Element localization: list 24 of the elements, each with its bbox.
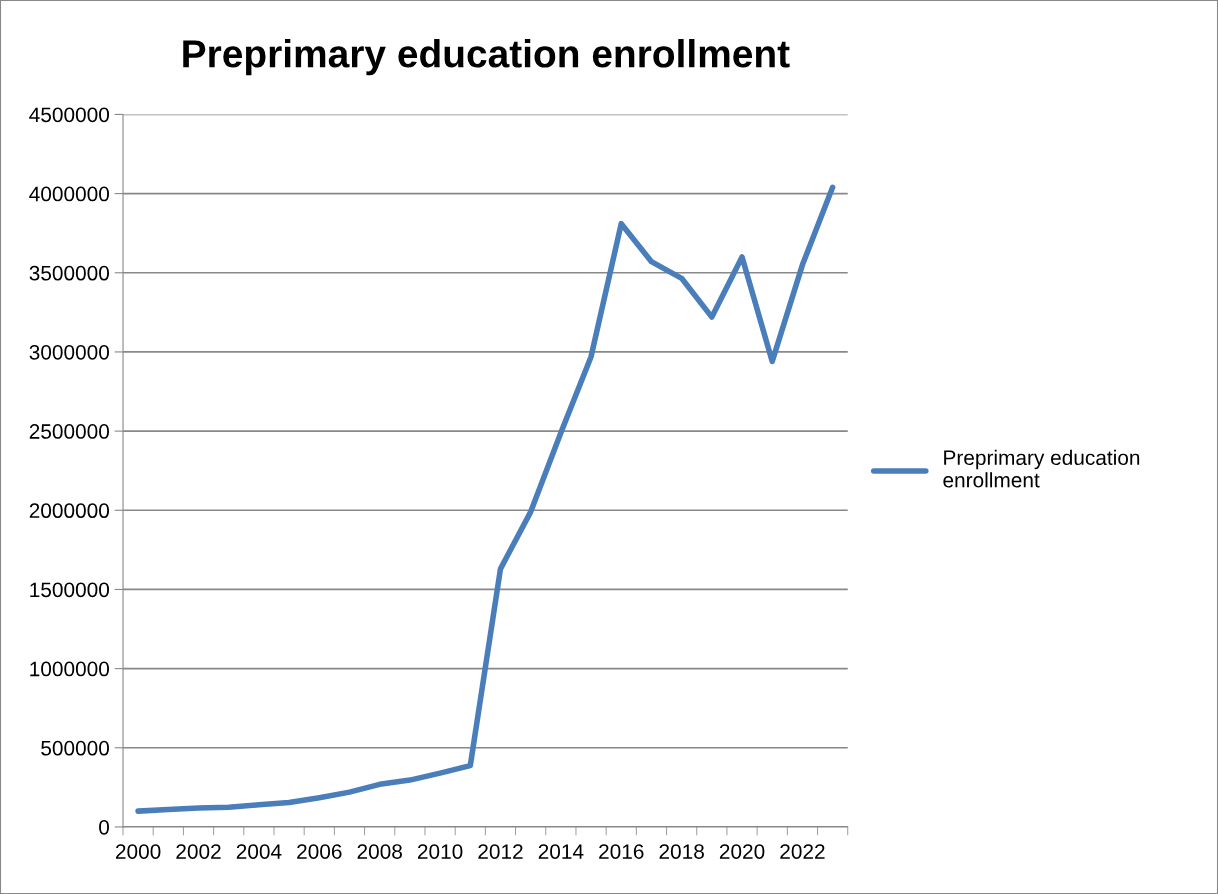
x-tick-label: 2020	[719, 844, 765, 859]
chart-title: Preprimary education enrollment	[183, 39, 790, 76]
y-tick-label: 3000000	[29, 344, 110, 360]
y-tick-label: 1000000	[30, 661, 110, 677]
y-tick-label: 4000000	[29, 186, 110, 202]
x-tick-label: 2022	[780, 844, 825, 859]
x-tick-label: 2006	[297, 844, 342, 859]
x-tick-label: 2008	[357, 844, 402, 859]
y-tick-label: 2500000	[29, 424, 110, 439]
x-tick-label: 2014	[538, 844, 584, 859]
y-tick-label: 500000	[41, 740, 110, 756]
y-tick-label: 4500000	[29, 107, 110, 123]
y-tick-label: 0	[99, 819, 110, 835]
x-tick-label: 2000	[115, 844, 161, 859]
legend-label: Preprimary education enrollment	[943, 449, 1140, 488]
x-tick-label: 2018	[659, 844, 704, 859]
x-tick-label: 2002	[176, 844, 221, 859]
y-tick-label: 1500000	[30, 582, 110, 598]
x-tick-label: 2012	[478, 844, 523, 859]
x-tick-label: 2016	[599, 844, 644, 859]
x-tick-label: 2004	[236, 844, 282, 859]
y-tick-label: 2000000	[29, 503, 110, 519]
y-tick-label: 3500000	[29, 265, 110, 281]
x-tick-label: 2010	[417, 844, 463, 859]
